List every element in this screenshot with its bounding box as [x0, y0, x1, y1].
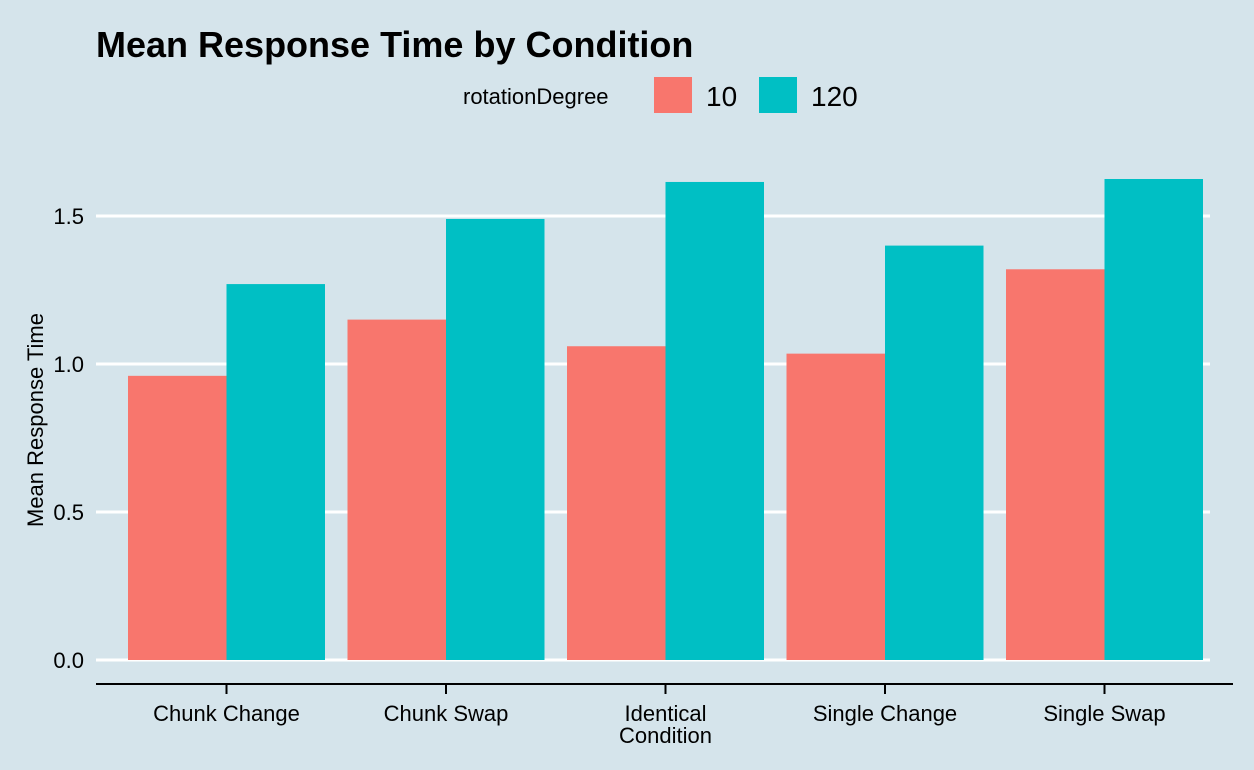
x-tick-label: Condition: [619, 723, 712, 748]
legend-swatch-120: [759, 77, 797, 113]
y-tick-label: 0.5: [53, 500, 84, 525]
y-tick-label: 1.0: [53, 352, 84, 377]
x-tick-label: Chunk Swap: [384, 701, 509, 726]
bar-10-1: [128, 375, 227, 660]
bar-10-3: [567, 346, 666, 660]
bar-120-5: [1104, 179, 1203, 660]
legend: rotationDegree 10 120: [463, 77, 858, 113]
y-tick-label: 0.0: [53, 648, 84, 673]
bar-10-2: [347, 319, 446, 660]
x-axis-ticks: Chunk Change Chunk Swap IdenticalCondition…: [153, 684, 1166, 748]
legend-label-120: 120: [811, 81, 858, 112]
y-axis-ticks: 0.0 0.5 1.0 1.5: [53, 204, 84, 673]
x-tick-label: Chunk Change: [153, 701, 300, 726]
bar-120-2: [446, 218, 545, 660]
bar-10-4: [786, 353, 885, 660]
legend-swatch-10: [654, 77, 692, 113]
x-tick-label: Single Change: [813, 701, 957, 726]
x-tick-label: Single Swap: [1043, 701, 1165, 726]
bar-120-4: [885, 245, 984, 660]
y-axis-title: Mean Response Time: [23, 313, 48, 527]
x-tick-label: Identical: [625, 701, 707, 726]
bar-10-5: [1006, 269, 1105, 660]
legend-title: rotationDegree: [463, 84, 609, 109]
bar-120-3: [665, 181, 764, 660]
legend-label-10: 10: [706, 81, 737, 112]
bars: [128, 179, 1203, 660]
y-tick-label: 1.5: [53, 204, 84, 229]
chart-title: Mean Response Time by Condition: [96, 24, 693, 65]
bar-120-1: [226, 284, 325, 660]
